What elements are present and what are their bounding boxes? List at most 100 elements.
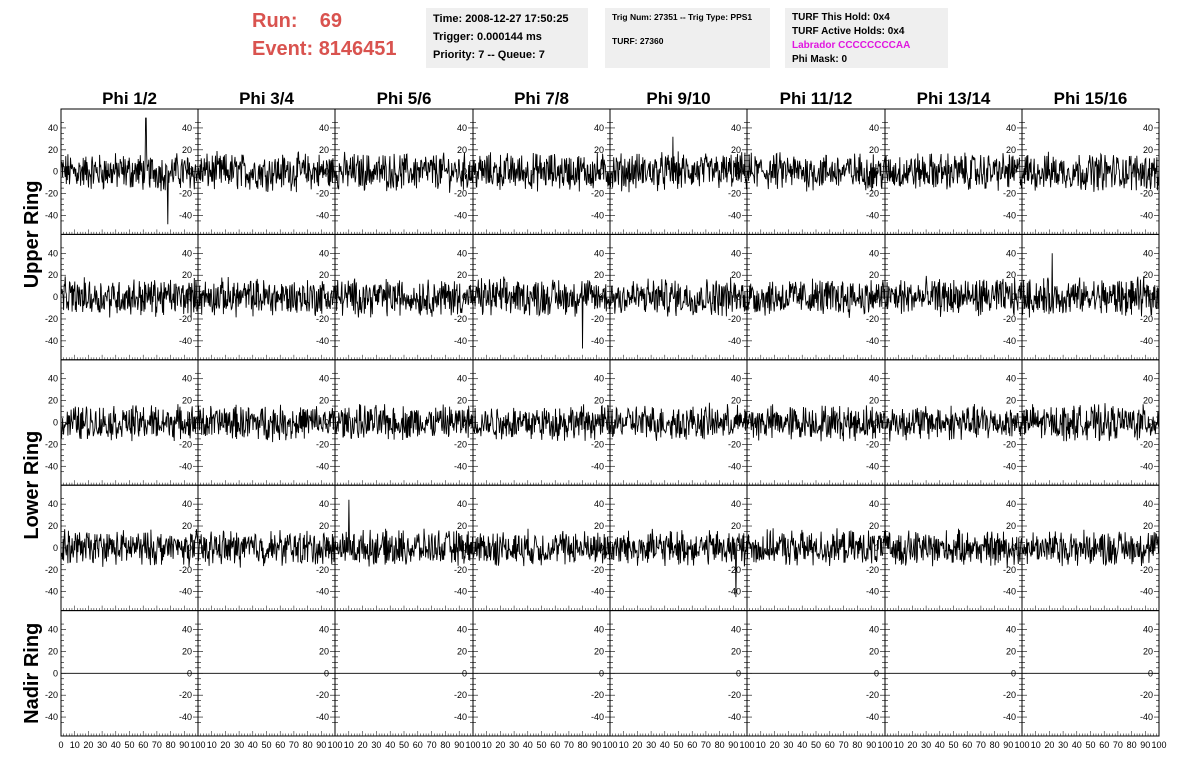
x-tick-label: 30 bbox=[921, 740, 931, 750]
y-tick-label: 20 bbox=[48, 270, 58, 280]
x-tick-label: 30 bbox=[371, 740, 381, 750]
phi-mask-line: Phi Mask: 0 bbox=[792, 54, 848, 65]
event-value: 8146451 bbox=[318, 38, 397, 60]
x-tick-label: 10 bbox=[1031, 740, 1041, 750]
y-tick-label: 40 bbox=[594, 374, 604, 384]
waveform-trace bbox=[746, 278, 886, 318]
x-tick-label: 20 bbox=[495, 740, 505, 750]
y-tick-label: -20 bbox=[1140, 690, 1153, 700]
y-tick-label: -40 bbox=[179, 587, 192, 597]
x-tick-label: 70 bbox=[976, 740, 986, 750]
column-header: Phi 15/16 bbox=[1054, 89, 1128, 108]
x-tick-label: 40 bbox=[1072, 740, 1082, 750]
y-tick-label: -20 bbox=[728, 439, 741, 449]
y-tick-label: 20 bbox=[48, 521, 58, 531]
y-tick-label: -40 bbox=[1140, 587, 1153, 597]
x-tick-label: 10 bbox=[756, 740, 766, 750]
y-tick-label: -20 bbox=[866, 565, 879, 575]
y-tick-label: 40 bbox=[319, 625, 329, 635]
y-tick-label: 20 bbox=[731, 521, 741, 531]
y-tick-label: 40 bbox=[457, 248, 467, 258]
y-tick-label: 40 bbox=[1006, 374, 1016, 384]
y-tick-label: 20 bbox=[457, 521, 467, 531]
y-tick-label: -20 bbox=[45, 690, 58, 700]
y-tick-label: 40 bbox=[319, 499, 329, 509]
x-tick-label: 80 bbox=[440, 740, 450, 750]
y-tick-label: 20 bbox=[869, 270, 879, 280]
y-tick-label: -40 bbox=[866, 336, 879, 346]
x-tick-label: 60 bbox=[962, 740, 972, 750]
y-tick-label: 0 bbox=[53, 418, 58, 428]
y-tick-label: -20 bbox=[179, 690, 192, 700]
column-header: Phi 3/4 bbox=[239, 89, 294, 108]
y-tick-label: 0 bbox=[874, 418, 879, 428]
y-tick-label: 20 bbox=[457, 646, 467, 656]
priority-line: Priority: 7 -- Queue: 7 bbox=[433, 49, 545, 61]
x-tick-label: 80 bbox=[303, 740, 313, 750]
waveform-trace bbox=[609, 277, 748, 317]
y-tick-label: -20 bbox=[591, 314, 604, 324]
waveform-trace bbox=[884, 403, 1023, 442]
y-tick-label: 40 bbox=[731, 248, 741, 258]
y-tick-label: 0 bbox=[53, 167, 58, 177]
x-tick-label: 50 bbox=[261, 740, 271, 750]
y-tick-label: 20 bbox=[1006, 270, 1016, 280]
y-tick-label: -20 bbox=[1003, 189, 1016, 199]
x-tick-label: 20 bbox=[1044, 740, 1054, 750]
y-tick-label: 40 bbox=[182, 374, 192, 384]
x-tick-label: 10 bbox=[344, 740, 354, 750]
y-tick-label: 40 bbox=[319, 123, 329, 133]
y-tick-label: 40 bbox=[1006, 123, 1016, 133]
y-tick-label: 20 bbox=[594, 646, 604, 656]
waveform-trace bbox=[60, 276, 199, 318]
y-tick-label: 20 bbox=[594, 270, 604, 280]
run-value: 69 bbox=[319, 10, 343, 32]
y-tick-label: -40 bbox=[1140, 210, 1153, 220]
x-tick-label: 20 bbox=[358, 740, 368, 750]
x-tick-label: 50 bbox=[1085, 740, 1095, 750]
y-tick-label: -40 bbox=[728, 587, 741, 597]
x-tick-label: 40 bbox=[797, 740, 807, 750]
trigger-line: Trigger: 0.000144 ms bbox=[433, 31, 542, 43]
x-tick-label: 90 bbox=[454, 740, 464, 750]
x-tick-label: 60 bbox=[550, 740, 560, 750]
y-tick-label: -40 bbox=[728, 210, 741, 220]
y-tick-label: -20 bbox=[1140, 189, 1153, 199]
waveform-trace bbox=[884, 275, 1023, 317]
x-tick-label: 50 bbox=[811, 740, 821, 750]
y-tick-label: 40 bbox=[731, 123, 741, 133]
y-tick-label: 20 bbox=[319, 521, 329, 531]
y-tick-label: -20 bbox=[316, 565, 329, 575]
x-tick-label: 90 bbox=[866, 740, 876, 750]
turf-line: TURF: 27360 bbox=[612, 36, 664, 46]
y-tick-label: 40 bbox=[48, 499, 58, 509]
waveform-trace bbox=[746, 152, 886, 192]
y-tick-label: -40 bbox=[45, 712, 58, 722]
x-tick-label: 80 bbox=[715, 740, 725, 750]
x-tick-label: 60 bbox=[138, 740, 148, 750]
y-tick-label: -40 bbox=[1140, 712, 1153, 722]
y-tick-label: 40 bbox=[594, 123, 604, 133]
y-tick-label: 20 bbox=[319, 145, 329, 155]
x-tick-label: 20 bbox=[220, 740, 230, 750]
y-tick-label: 40 bbox=[48, 248, 58, 258]
y-tick-label: 40 bbox=[48, 123, 58, 133]
x-tick-label: 40 bbox=[111, 740, 121, 750]
run-event-box: Run: 69 Event: 8146451 bbox=[252, 8, 414, 68]
waveform-trace bbox=[884, 528, 1023, 568]
x-tick-label: 40 bbox=[660, 740, 670, 750]
y-tick-label: -40 bbox=[45, 587, 58, 597]
y-tick-label: 20 bbox=[457, 396, 467, 406]
waveform-trace bbox=[609, 136, 748, 193]
row-label: Lower Ring bbox=[21, 431, 43, 540]
x-tick-label: 70 bbox=[289, 740, 299, 750]
x-tick-label: 30 bbox=[1058, 740, 1068, 750]
waveform-trace bbox=[472, 528, 611, 567]
x-tick-label: 100 bbox=[1014, 740, 1029, 750]
y-tick-label: 20 bbox=[1143, 270, 1153, 280]
y-tick-label: -20 bbox=[1140, 565, 1153, 575]
y-tick-label: -20 bbox=[728, 189, 741, 199]
y-tick-label: 20 bbox=[731, 270, 741, 280]
waveform-trace bbox=[60, 117, 199, 225]
